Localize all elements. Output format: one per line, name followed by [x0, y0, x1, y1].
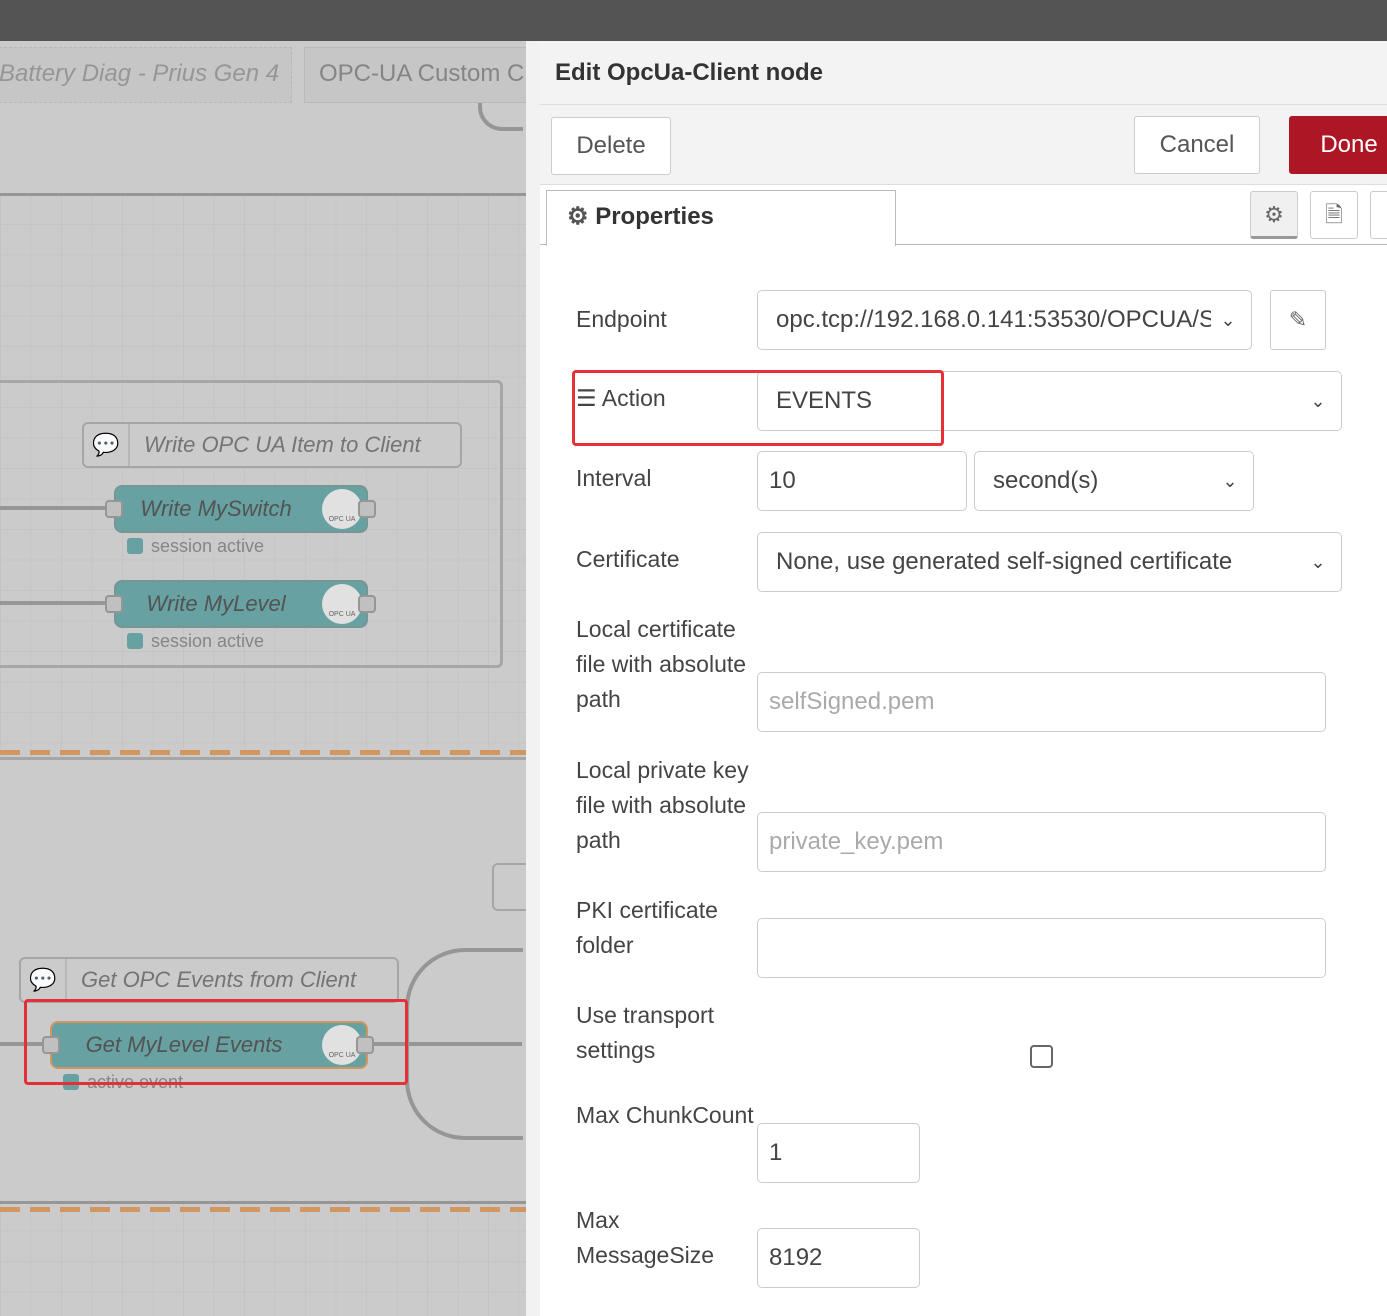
- wire: [405, 1044, 523, 1140]
- gear-icon[interactable]: ⚙: [1250, 191, 1298, 239]
- wire: [0, 601, 110, 605]
- msgsize-input[interactable]: 8192: [757, 1228, 920, 1288]
- interval-input[interactable]: 10: [757, 451, 967, 511]
- tab-opcua-custom[interactable]: OPC-UA Custom C: [304, 47, 526, 103]
- node-write-mylevel[interactable]: Write MyLevel OPC UA: [114, 580, 368, 628]
- gear-icon: ⚙: [567, 203, 589, 230]
- panel-toolbar: Delete Cancel Done: [540, 105, 1387, 185]
- done-button[interactable]: Done: [1289, 116, 1387, 174]
- node-status: session active: [127, 536, 264, 557]
- comment-node-partial[interactable]: [492, 863, 526, 911]
- highlight-box: [24, 999, 408, 1085]
- output-port[interactable]: [358, 595, 376, 613]
- flow-canvas[interactable]: Battery Diag - Prius Gen 4 OPC-UA Custom…: [0, 41, 526, 1316]
- comment-node-write[interactable]: 💬 Write OPC UA Item to Client: [82, 422, 462, 468]
- input-port[interactable]: [105, 595, 123, 613]
- comment-icon: 💬: [84, 424, 130, 466]
- opcua-logo-icon: OPC UA: [322, 584, 362, 624]
- node-label: Write MyLevel: [146, 591, 286, 616]
- wire: [405, 948, 523, 1044]
- group-border-dashed: [0, 750, 526, 755]
- node-label: Write MySwitch: [140, 496, 292, 521]
- opcua-logo-icon: OPC UA: [322, 489, 362, 529]
- document-icon[interactable]: 🗎: [1310, 191, 1358, 239]
- output-port[interactable]: [356, 1036, 374, 1054]
- status-dot-icon: [127, 633, 143, 649]
- tab-battery-diag[interactable]: Battery Diag - Prius Gen 4: [0, 47, 292, 103]
- edit-node-panel: Edit OpcUa-Client node Delete Cancel Don…: [526, 41, 1387, 1316]
- node-write-myswitch[interactable]: Write MySwitch OPC UA: [114, 485, 368, 533]
- highlight-box: [572, 370, 944, 446]
- pki-input[interactable]: [757, 918, 1326, 978]
- input-port[interactable]: [105, 500, 123, 518]
- group-border-dashed: [0, 1207, 526, 1212]
- interval-label: Interval: [576, 465, 652, 491]
- divider: [0, 1201, 526, 1204]
- local-cert-label: Local certificate file with absolute pat…: [576, 616, 747, 712]
- pencil-icon[interactable]: ✎: [1270, 290, 1326, 350]
- action-select[interactable]: EVENTS ⌄: [757, 371, 1342, 431]
- divider: [0, 193, 526, 196]
- panel-tabs: ⚙ Properties ⚙ 🗎 ⌶: [540, 185, 1387, 246]
- comment-text: Write OPC UA Item to Client: [144, 432, 421, 457]
- chunk-input[interactable]: 1: [757, 1123, 920, 1183]
- group-write[interactable]: [0, 380, 503, 668]
- frame-icon[interactable]: ⌶: [1370, 191, 1387, 239]
- endpoint-label: Endpoint: [576, 306, 667, 332]
- wire: [0, 506, 110, 510]
- transport-label: Use transport settings: [576, 1002, 715, 1063]
- comment-node-events[interactable]: 💬 Get OPC Events from Client: [19, 957, 399, 1003]
- delete-button[interactable]: Delete: [551, 117, 671, 175]
- output-port[interactable]: [358, 500, 376, 518]
- pki-label: PKI certificate folder: [576, 897, 718, 958]
- certificate-label: Certificate: [576, 546, 680, 572]
- chevron-down-icon: ⌄: [1222, 471, 1238, 491]
- endpoint-select[interactable]: opc.tcp://192.168.0.141:53530/OPCUA/Simu…: [757, 290, 1252, 350]
- action-label: ☰ Action: [576, 385, 666, 411]
- comment-icon: 💬: [21, 959, 67, 1001]
- transport-checkbox[interactable]: [1030, 1045, 1053, 1068]
- private-key-label: Local private key file with absolute pat…: [576, 757, 749, 853]
- comment-text: Get OPC Events from Client: [81, 967, 357, 992]
- private-key-input[interactable]: private_key.pem: [757, 812, 1326, 872]
- chevron-down-icon: ⌄: [1220, 310, 1236, 330]
- interval-unit-select[interactable]: second(s) ⌄: [974, 451, 1254, 511]
- cancel-button[interactable]: Cancel: [1134, 116, 1260, 174]
- tab-properties[interactable]: ⚙ Properties: [546, 190, 896, 246]
- canvas-overlay: [0, 41, 526, 1316]
- node-label: Get MyLevel Events: [85, 1032, 283, 1057]
- panel-title: Edit OpcUa-Client node: [540, 41, 1387, 105]
- msgsize-label: Max MessageSize: [576, 1207, 715, 1268]
- node-status: session active: [127, 631, 264, 652]
- certificate-select[interactable]: None, use generated self-signed certific…: [757, 532, 1342, 592]
- wire: [478, 103, 523, 131]
- input-port[interactable]: [42, 1036, 60, 1054]
- status-dot-icon: [127, 538, 143, 554]
- top-bar: [0, 0, 1387, 41]
- chevron-down-icon: ⌄: [1310, 552, 1326, 572]
- local-cert-input[interactable]: selfSigned.pem: [757, 672, 1326, 732]
- list-icon: ☰: [576, 385, 597, 411]
- opcua-logo-icon: OPC UA: [322, 1025, 362, 1065]
- chunk-label: Max ChunkCount: [576, 1102, 754, 1128]
- node-get-mylevel-events[interactable]: Get MyLevel Events OPC UA: [50, 1021, 368, 1069]
- chevron-down-icon: ⌄: [1310, 391, 1326, 411]
